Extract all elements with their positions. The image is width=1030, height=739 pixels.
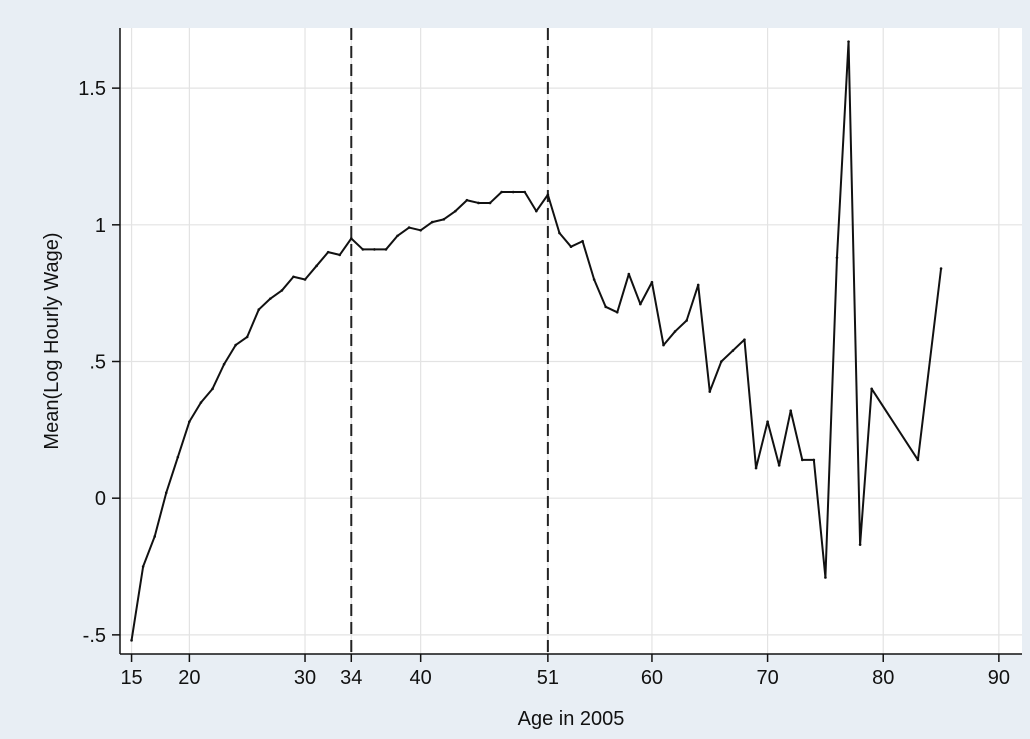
data-point bbox=[442, 218, 446, 221]
plot-area bbox=[120, 28, 1022, 654]
x-tick-label: 15 bbox=[120, 667, 142, 689]
data-point bbox=[685, 319, 688, 322]
data-point bbox=[558, 231, 561, 235]
data-point bbox=[292, 275, 295, 279]
data-point bbox=[743, 338, 746, 341]
x-tick-label: 51 bbox=[537, 667, 559, 689]
data-point bbox=[465, 198, 469, 202]
data-point bbox=[870, 387, 873, 391]
y-axis-label: Mean(Log Hourly Wage) bbox=[41, 232, 63, 449]
y-ticks: -.5 0 .5 1 1.5 bbox=[78, 78, 120, 647]
data-point bbox=[858, 543, 862, 546]
data-point bbox=[511, 190, 515, 194]
data-point bbox=[199, 401, 203, 404]
data-point bbox=[500, 190, 503, 194]
data-point bbox=[535, 209, 538, 213]
data-point bbox=[766, 420, 769, 423]
x-ticks: 15 20 30 34 40 51 60 70 80 90 bbox=[120, 654, 1010, 689]
data-point bbox=[326, 250, 330, 254]
data-point bbox=[361, 248, 365, 251]
data-point bbox=[639, 302, 642, 306]
data-point bbox=[222, 362, 226, 366]
data-point bbox=[847, 40, 850, 43]
x-tick-label: 30 bbox=[294, 667, 316, 689]
data-point bbox=[627, 272, 631, 276]
axes bbox=[119, 28, 1022, 655]
data-point bbox=[835, 256, 839, 259]
data-point bbox=[546, 193, 550, 197]
data-point bbox=[523, 190, 527, 194]
data-point bbox=[130, 639, 133, 642]
data-point bbox=[349, 237, 353, 240]
data-point bbox=[592, 278, 596, 281]
data-point bbox=[141, 565, 145, 568]
series-layer bbox=[130, 40, 943, 642]
data-point bbox=[430, 220, 434, 224]
y-tick-label: -.5 bbox=[83, 625, 106, 647]
data-point bbox=[188, 420, 191, 423]
data-point bbox=[708, 390, 712, 393]
data-point bbox=[696, 283, 700, 287]
data-point bbox=[569, 245, 573, 248]
data-point bbox=[315, 264, 318, 268]
x-tick-label: 70 bbox=[756, 667, 778, 689]
data-point bbox=[939, 267, 943, 270]
data-point bbox=[615, 310, 619, 314]
data-point bbox=[731, 349, 735, 352]
data-point bbox=[303, 278, 307, 281]
data-point bbox=[581, 239, 584, 243]
data-point bbox=[812, 458, 816, 462]
data-point bbox=[777, 464, 781, 467]
data-point bbox=[650, 280, 654, 284]
x-tick-label: 60 bbox=[641, 667, 663, 689]
data-point bbox=[245, 335, 249, 339]
data-point bbox=[662, 343, 665, 347]
data-point bbox=[720, 360, 723, 363]
data-point bbox=[373, 248, 376, 251]
data-point bbox=[211, 387, 214, 391]
data-point bbox=[673, 330, 677, 333]
data-point bbox=[338, 253, 342, 257]
data-point bbox=[916, 458, 920, 462]
data-point bbox=[488, 201, 492, 205]
data-point bbox=[234, 343, 237, 347]
data-point bbox=[477, 201, 480, 205]
data-point bbox=[789, 409, 793, 413]
data-point bbox=[164, 491, 168, 495]
data-point bbox=[419, 228, 422, 232]
data-point bbox=[176, 455, 180, 459]
x-tick-label: 20 bbox=[178, 667, 200, 689]
data-point bbox=[754, 466, 758, 470]
y-tick-label: .5 bbox=[89, 352, 106, 374]
data-point bbox=[257, 308, 261, 311]
data-point bbox=[800, 458, 804, 462]
x-axis-label: Age in 2005 bbox=[518, 708, 625, 730]
y-tick-label: 0 bbox=[95, 488, 106, 510]
data-point bbox=[824, 576, 827, 579]
y-tick-label: 1.5 bbox=[78, 78, 106, 100]
data-point bbox=[384, 248, 388, 251]
data-point bbox=[604, 305, 607, 309]
x-tick-label: 34 bbox=[340, 667, 362, 689]
y-tick-label: 1 bbox=[95, 215, 106, 237]
x-tick-label: 90 bbox=[988, 667, 1010, 689]
data-point bbox=[407, 226, 411, 229]
data-point bbox=[454, 209, 457, 213]
data-point bbox=[280, 289, 284, 292]
data-point bbox=[396, 234, 399, 238]
reference-lines bbox=[350, 28, 549, 654]
data-point bbox=[153, 535, 156, 538]
data-point bbox=[269, 297, 272, 300]
x-tick-label: 40 bbox=[410, 667, 432, 689]
x-tick-label: 80 bbox=[872, 667, 894, 689]
